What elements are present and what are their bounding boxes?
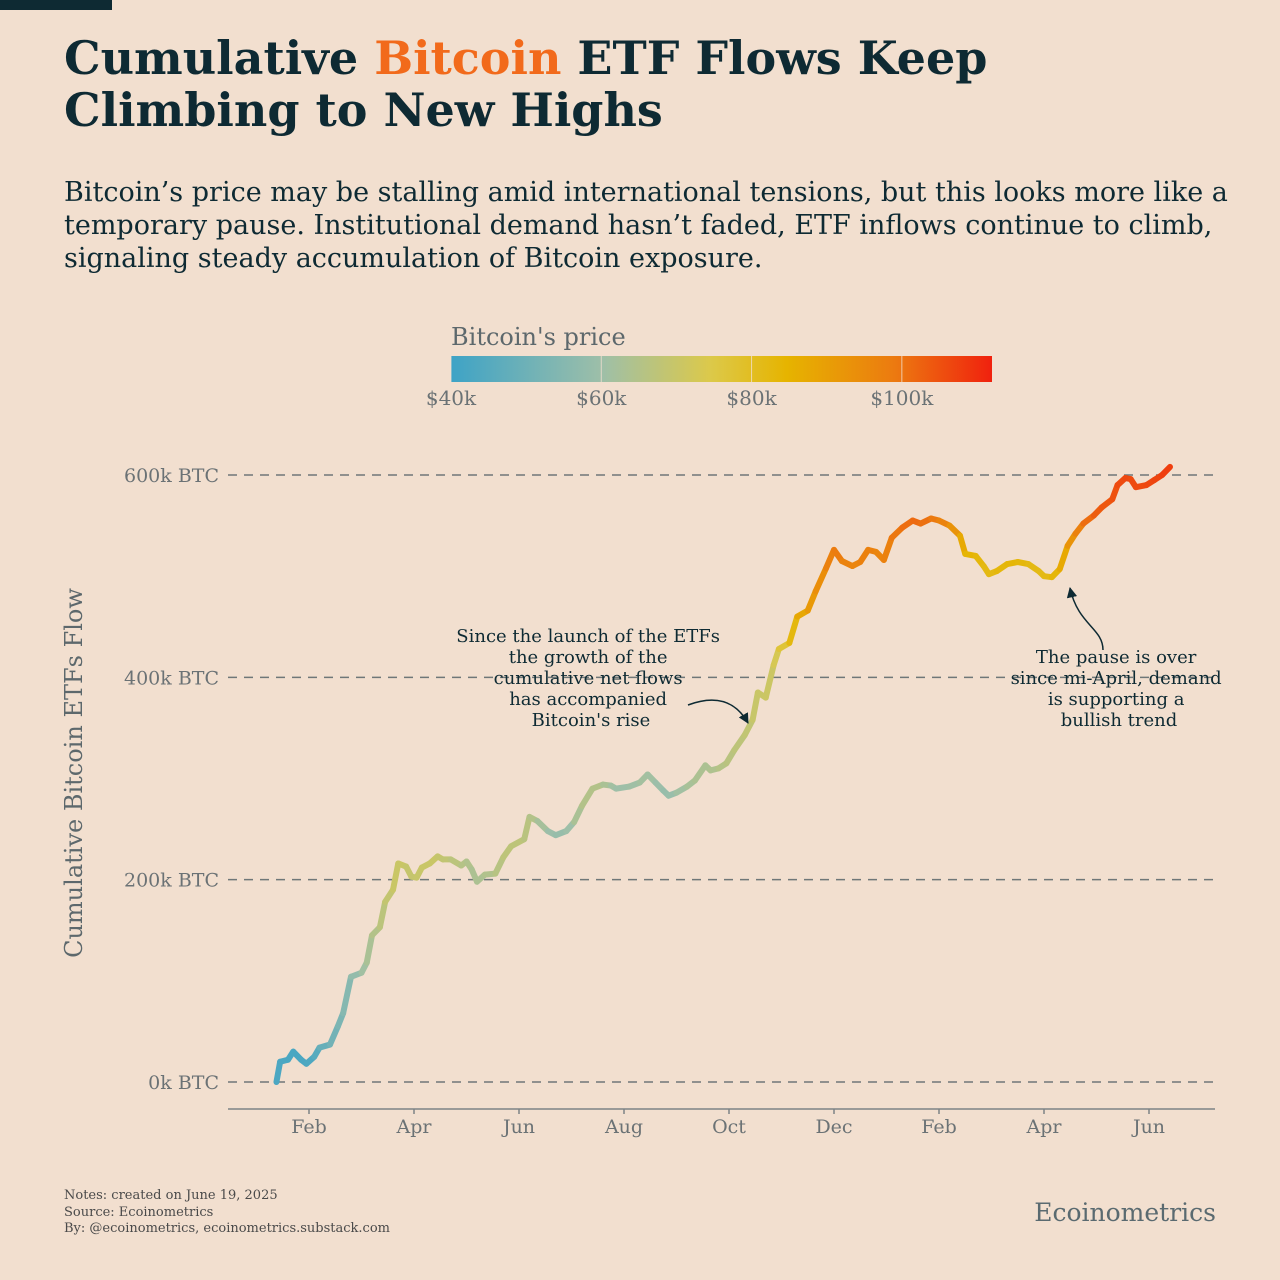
x-tick-label: Apr [396,1116,433,1138]
series-segment [1056,542,1071,573]
series-segment [376,898,389,931]
colorbar-title: Bitcoin's price [451,323,626,351]
series-segment [390,860,402,893]
footer-notes-line: Notes: created on June 19, 2025 [64,1188,278,1203]
x-tick-label: Jun [1131,1116,1165,1138]
brand-name: Ecoinometrics [1034,1198,1216,1227]
annotation-right-arrow [1066,586,1104,651]
series-segment [762,662,777,701]
annotation-left: Since the launch of the ETFs the growth … [456,626,749,731]
series-segment [804,588,819,614]
series-segment [340,973,354,1017]
y-tick-label: 400k BTC [124,667,219,689]
series-segment [492,854,507,877]
colorbar-tick-label: $100k [870,386,934,410]
series-segment [273,1058,284,1085]
chart-title: Cumulative Bitcoin ETF Flows Keep Climbi… [64,32,1224,136]
annotation-right-line-1: The pause is over [1036,647,1197,668]
series-segment [691,762,709,784]
annotation-right-line-2: since mi-April, demand [1011,668,1222,689]
title-highlight: Bitcoin [374,31,562,85]
annotation-right-line-4: bullish trend [1061,710,1178,731]
title-part-1: Cumulative [64,31,375,85]
series-segment [1159,463,1173,478]
colorbar-tick-label: $80k [726,386,777,410]
annotation-left-arrow [687,699,749,724]
colorbar-gradient [451,356,992,382]
x-tick-label: Oct [712,1116,746,1138]
y-tick-label: 200k BTC [124,870,219,892]
series-segment [880,534,895,563]
series-segment [812,565,830,595]
footer-source-line: Source: Ecoinometrics [64,1204,214,1220]
footer-notes: Notes: created on June 19, 2025 Source: … [64,1188,390,1238]
x-tick-label: Dec [815,1116,852,1138]
series-segment [749,689,761,723]
y-axis-label: Cumulative Bitcoin ETFs Flow [60,588,88,958]
colorbar-tick-label: $60k [576,386,627,410]
annotation-right-line-3: is supporting a [1048,689,1185,710]
series-segment [731,731,748,754]
title-part-2: ETF Flows Keep Climbing to New Highs [64,31,988,137]
series-line [273,463,1173,1085]
y-tick-label: 600k BTC [124,465,219,487]
series-segment [786,613,801,646]
series-segment [363,932,375,966]
x-tick-label: Feb [921,1116,957,1138]
series-segment [521,813,533,843]
y-tick-label: 0k BTC [148,1072,219,1094]
series-segment [571,802,585,826]
x-tick-label: Aug [604,1116,643,1138]
annotation-left-line-5: Bitcoin's rise [532,710,651,731]
footer-by-line: By: @ecoinometrics, ecoinometrics.substa… [64,1221,390,1236]
annotation-left-line-2: the growth of the [509,647,668,668]
chart-subtitle: Bitcoin’s price may be stalling amid int… [64,177,1228,274]
annotation-left-line-3: cumulative net flows [494,668,683,689]
x-tick-label: Feb [291,1116,327,1138]
annotation-right: The pause is over since mi-April, demand… [1011,586,1228,731]
y-axis-ticks: 0k BTC 200k BTC 400k BTC 600k BTC [124,465,219,1094]
svg-text:The pause is over since: The pause is over since mi-April, demand… [1011,647,1228,731]
colorbar-tick-label: $40k [426,386,477,410]
x-tick-label: Jun [501,1116,535,1138]
svg-text:Since the launch of the ETFs: Since the launch of the ETFs the growth … [456,626,725,731]
x-axis-ticks: Feb Apr Jun Aug Oct Dec Feb Apr Jun [291,1109,1165,1138]
x-tick-label: Apr [1026,1116,1063,1138]
chart-svg: Bitcoin's price $40k $60k $80k $100k 0k BTC… [60,323,1228,1138]
colorbar-ticks: $40k $60k $80k $100k [426,356,934,410]
annotation-left-line-1: Since the launch of the ETFs [456,626,720,647]
top-accent-bar [0,0,112,10]
series-segment [327,1023,341,1048]
gridlines [228,474,1215,1083]
series-segment [579,785,596,809]
series-segment [957,532,969,557]
annotation-left-line-4: has accompanied [509,689,667,710]
